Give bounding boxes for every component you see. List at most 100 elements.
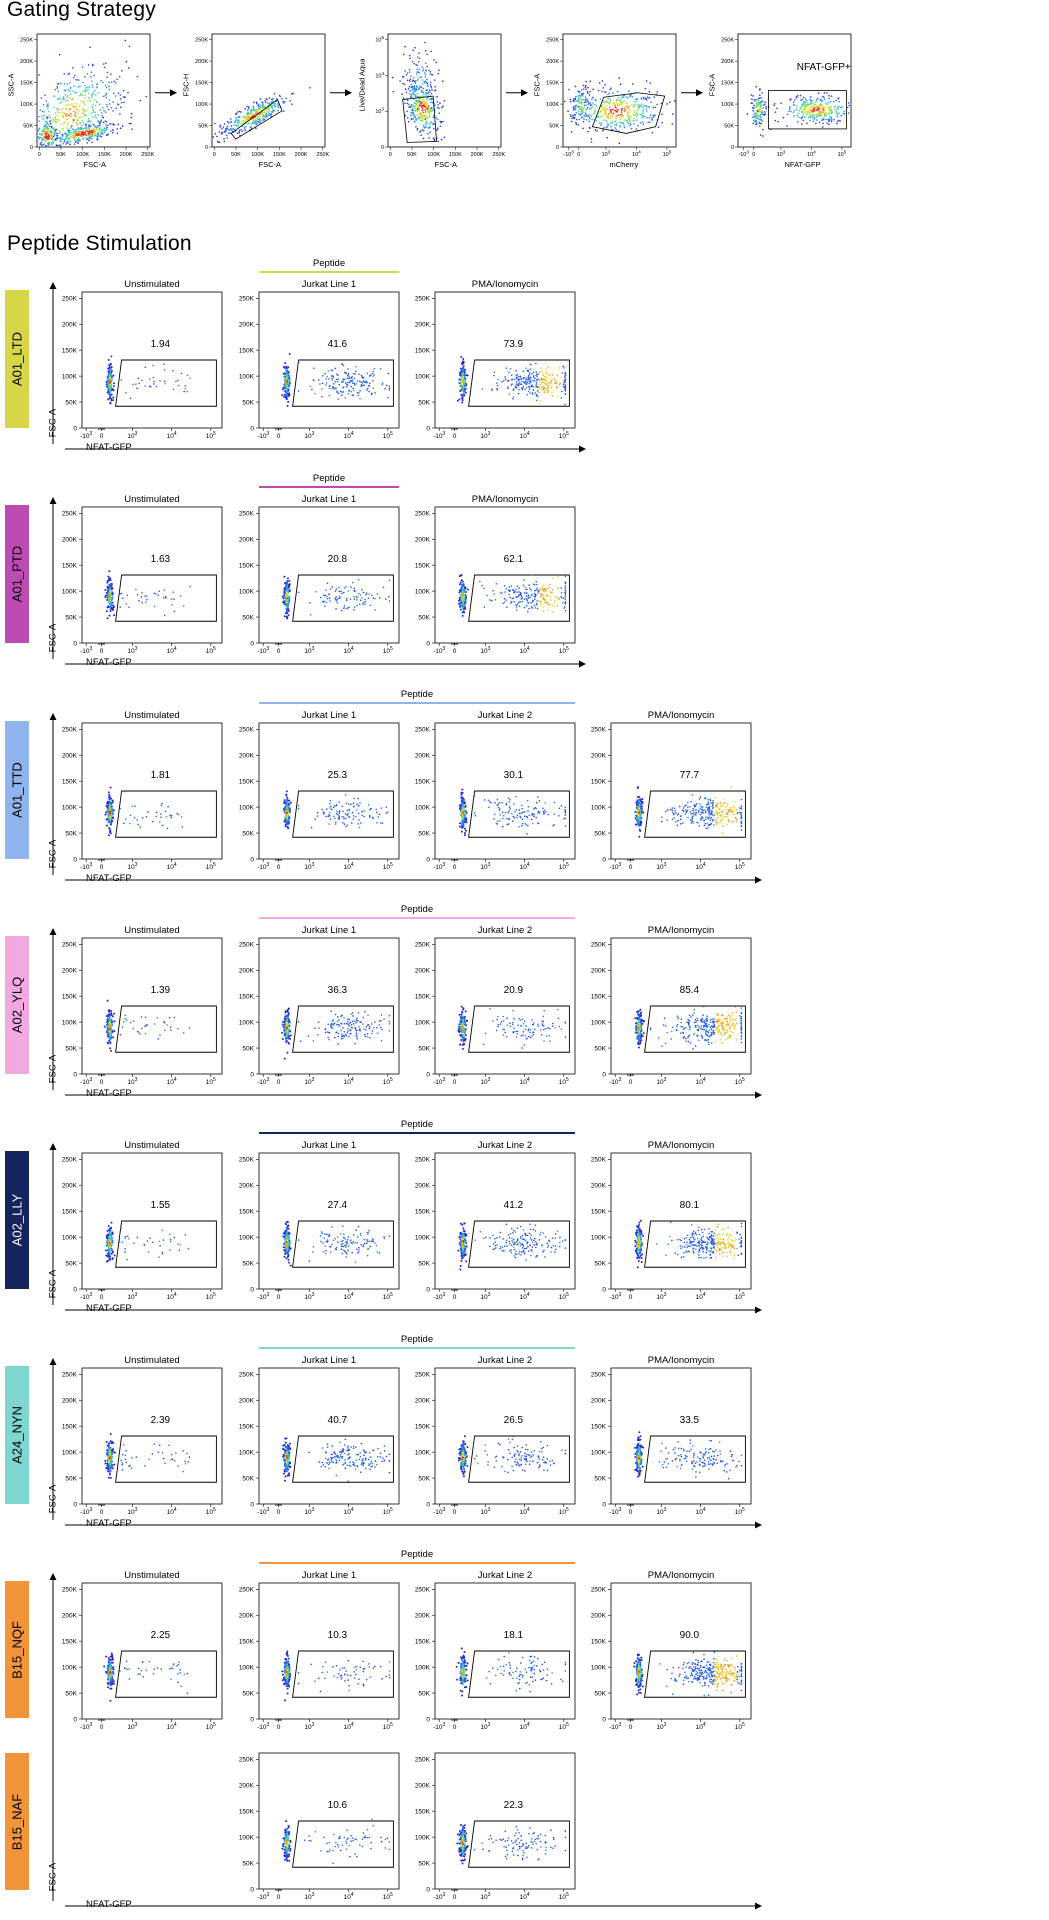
event-dot [534,593,537,596]
event-dot [550,386,553,389]
event-dot [545,373,548,375]
event-dot [412,113,415,115]
singlet-gate [230,98,283,140]
event-dot [609,100,612,103]
event-dot [613,120,616,123]
event-dot [338,812,340,814]
event-dot [85,114,87,117]
event-dot [594,129,597,131]
event-dot [269,106,272,108]
event-dot [564,603,567,605]
event-dot [843,110,845,113]
event-dot [325,378,327,380]
event-dot [646,96,649,98]
event-dot [63,112,66,114]
event-dot [107,367,110,370]
x-tick-label: 103 [127,431,137,440]
event-dot [160,816,162,819]
event-dot [429,70,432,73]
event-dot [574,85,577,88]
event-dot [102,63,105,65]
event-dot [587,86,589,89]
event-dot [141,592,143,594]
event-dot [764,111,766,113]
event-dot [129,814,132,817]
event-dot [352,372,355,375]
event-dot [50,143,53,146]
event-dot [628,114,630,116]
event-dot [172,388,175,391]
event-dot [243,126,246,129]
event-dot [585,98,588,100]
event-dot [430,121,432,124]
event-dot [762,106,765,109]
event-dot [835,111,838,114]
event-dot [404,102,406,105]
event-dot [583,118,585,120]
event-dot [460,355,463,358]
event-dot [43,139,45,142]
event-dot [527,376,529,379]
x-axis-arrowhead [579,445,586,453]
event-dot [84,136,87,139]
y-tick-label: 150K [62,347,78,354]
x-tick-label: 150K [273,152,286,158]
event-dot [96,126,99,129]
event-dot [283,594,286,597]
event-dot [332,806,335,809]
event-dot [110,594,113,597]
event-dot [288,352,291,355]
event-dot [81,120,84,122]
event-dot [629,105,631,107]
event-dot [416,64,419,67]
event-dot [343,371,346,374]
y-tick-label: 50K [65,614,77,621]
event-dot [829,100,832,103]
event-dot [517,376,520,378]
event-dot [808,112,811,115]
event-dot [611,122,613,124]
event-dot [777,120,779,123]
event-dot [585,88,587,91]
event-dot [369,816,371,818]
event-dot [65,127,68,129]
event-dot [387,372,390,375]
event-dot [428,123,431,125]
event-dot [235,119,238,121]
event-dot [346,377,349,380]
event-dot [556,605,559,607]
event-dot [661,113,663,116]
event-dot [558,366,560,368]
event-dot [171,604,173,606]
event-dot [80,135,83,138]
event-dot [226,125,229,128]
y-tick-label: 0 [731,145,734,151]
event-dot [461,366,464,369]
event-dot [267,108,269,111]
event-dot [641,116,643,119]
event-dot [604,106,607,109]
event-dot [425,126,427,128]
event-dot [544,362,547,364]
event-dot [419,131,421,133]
event-dot [536,600,539,602]
event-dot [813,118,815,120]
event-dot [760,100,762,103]
event-dot [177,384,180,387]
event-dot [518,594,520,596]
event-dot [615,109,617,112]
event-dot [461,373,464,376]
event-dot [323,812,325,814]
event-dot [109,605,112,608]
event-dot [110,820,113,823]
event-dot [535,580,538,583]
event-dot [42,132,45,135]
event-dot [426,65,428,68]
event-dot [818,121,821,124]
event-dot [516,585,519,588]
event-dot [67,137,69,140]
gating-arrow-head [696,89,703,97]
event-dot [257,104,259,107]
event-dot [86,72,89,75]
y-tick-label: 200K [415,537,431,544]
